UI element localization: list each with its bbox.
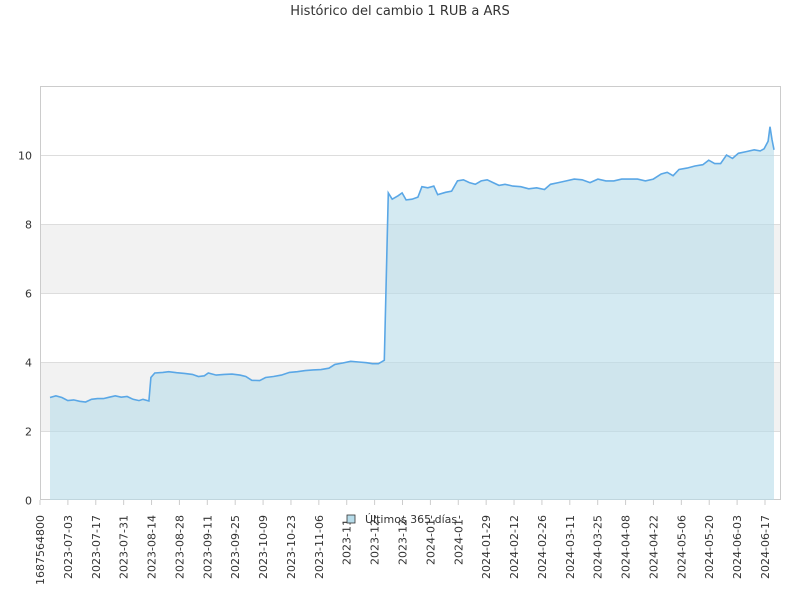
x-tick-label: 2024-03-11 xyxy=(564,515,577,579)
x-tick-label: 2023-10-09 xyxy=(257,515,270,579)
chart-title: Histórico del cambio 1 RUB a ARS xyxy=(290,4,509,19)
x-tick-label: 2023-11-06 xyxy=(313,515,326,579)
x-tick-label: 2024-06-17 xyxy=(759,515,772,579)
x-tick-label: 2024-06-03 xyxy=(731,515,744,579)
y-tick-label: 10 xyxy=(18,150,32,163)
y-tick-label: 6 xyxy=(25,288,32,301)
x-tick-label: 2024-01-29 xyxy=(480,515,493,579)
x-tick-label: 1687564800 xyxy=(34,515,47,585)
x-tick-label: 2024-02-12 xyxy=(508,515,521,579)
x-tick-label: 2024-03-25 xyxy=(592,515,605,579)
y-axis: 0 2 4 6 8 10 xyxy=(18,150,32,508)
x-tick-label: 2024-05-06 xyxy=(675,515,688,579)
x-tick-label: 2023-08-28 xyxy=(173,515,186,579)
y-tick-label: 0 xyxy=(25,495,32,508)
x-tick-label: 2023-12- xyxy=(397,515,410,565)
x-tick-label: 2023-07-17 xyxy=(90,515,103,579)
x-axis: 1687564800 2023-07-03 2023-07-17 2023-07-31… xyxy=(34,500,772,585)
x-tick-label: 2024-01- xyxy=(452,515,465,565)
legend-label-ultimos-365-dias[interactable]: Últimos 365 días xyxy=(365,513,457,526)
x-tick-label: 2023-07-03 xyxy=(62,515,75,579)
x-tick-label: 2024-04-22 xyxy=(647,515,660,579)
x-tick-label: 2023-07-31 xyxy=(118,515,131,579)
x-tick-label: 2024-04-08 xyxy=(620,515,633,579)
y-tick-label: 4 xyxy=(25,357,32,370)
x-tick-label: 2023-11- xyxy=(341,515,354,565)
y-tick-label: 8 xyxy=(25,219,32,232)
series-line xyxy=(49,126,775,403)
x-tick-label: 2023-09-11 xyxy=(201,515,214,579)
x-tick-label: 2023-10-23 xyxy=(285,515,298,579)
y-tick-label: 2 xyxy=(25,426,32,439)
legend-swatch[interactable] xyxy=(346,514,356,524)
x-tick-label: 2024-01- xyxy=(424,515,437,565)
x-tick-label: 2023-08-14 xyxy=(146,515,159,579)
series-area-fill xyxy=(50,126,774,500)
x-tick-label: 2024-02-26 xyxy=(536,515,549,579)
x-tick-label: 2024-05-20 xyxy=(703,515,716,579)
x-tick-label: 2023-09-25 xyxy=(229,515,242,579)
legend[interactable]: Últimos 365 días xyxy=(346,513,457,526)
x-tick-label: 2023-12- xyxy=(369,515,382,565)
